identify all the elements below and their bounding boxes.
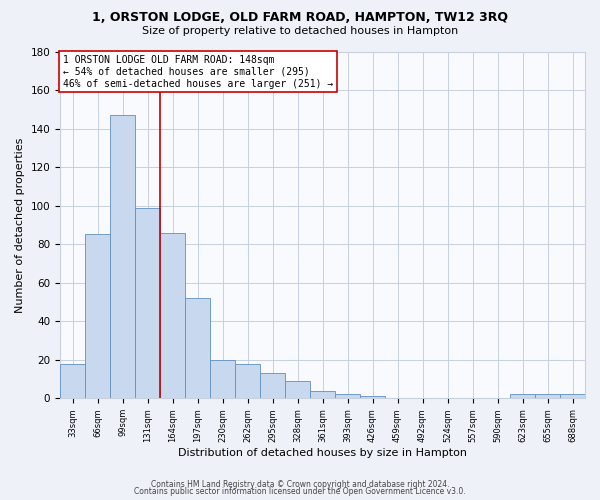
- Text: 1, ORSTON LODGE, OLD FARM ROAD, HAMPTON, TW12 3RQ: 1, ORSTON LODGE, OLD FARM ROAD, HAMPTON,…: [92, 11, 508, 24]
- X-axis label: Distribution of detached houses by size in Hampton: Distribution of detached houses by size …: [178, 448, 467, 458]
- Bar: [310, 390, 335, 398]
- Bar: [60, 364, 85, 398]
- Bar: [235, 364, 260, 398]
- Bar: [285, 381, 310, 398]
- Bar: [535, 394, 560, 398]
- Y-axis label: Number of detached properties: Number of detached properties: [15, 137, 25, 312]
- Bar: [185, 298, 210, 398]
- Text: Size of property relative to detached houses in Hampton: Size of property relative to detached ho…: [142, 26, 458, 36]
- Bar: [135, 208, 160, 398]
- Text: Contains public sector information licensed under the Open Government Licence v3: Contains public sector information licen…: [134, 488, 466, 496]
- Bar: [360, 396, 385, 398]
- Text: Contains HM Land Registry data © Crown copyright and database right 2024.: Contains HM Land Registry data © Crown c…: [151, 480, 449, 489]
- Bar: [560, 394, 585, 398]
- Bar: [110, 115, 135, 398]
- Bar: [510, 394, 535, 398]
- Bar: [260, 373, 285, 398]
- Bar: [85, 234, 110, 398]
- Bar: [335, 394, 360, 398]
- Bar: [210, 360, 235, 398]
- Text: 1 ORSTON LODGE OLD FARM ROAD: 148sqm
← 54% of detached houses are smaller (295)
: 1 ORSTON LODGE OLD FARM ROAD: 148sqm ← 5…: [62, 56, 333, 88]
- Bar: [160, 232, 185, 398]
